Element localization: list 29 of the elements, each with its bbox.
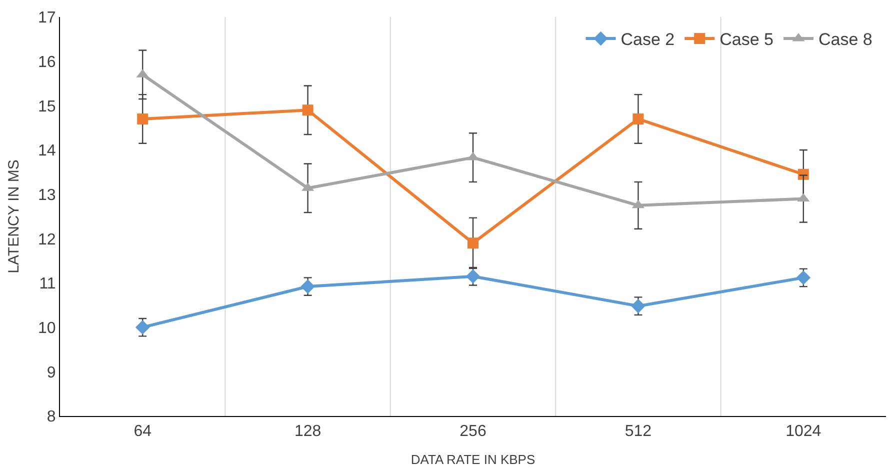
point (137, 113, 148, 124)
legend-label: Case 8 (818, 30, 872, 50)
point (631, 298, 646, 314)
y-tick-label: 11 (39, 276, 56, 293)
point (135, 320, 150, 334)
point (300, 279, 315, 294)
y-tick-label: 10 (38, 320, 56, 337)
y-tick-label: 13 (38, 186, 56, 204)
y-tick-label: 17 (38, 10, 56, 27)
x-tick-label: 256 (460, 423, 486, 440)
legend-label: Case 5 (720, 30, 774, 50)
point (468, 238, 478, 249)
y-axis-title: LATENCY IN MS (5, 160, 22, 274)
y-tick-label: 9 (46, 364, 56, 382)
x-tick-label: 512 (624, 423, 652, 440)
x-tick-label: 1024 (786, 423, 822, 440)
legend-label: Case 2 (620, 30, 675, 50)
point (466, 269, 480, 284)
x-tick-label: 128 (294, 423, 322, 440)
y-tick-label: 16 (38, 54, 56, 71)
y-tick-label: 14 (38, 142, 56, 160)
point (302, 104, 314, 116)
y-tick-label: 12 (38, 231, 56, 248)
y-tick-label: 15 (38, 98, 56, 116)
x-axis-title: DATA RATE IN KBPS (410, 452, 536, 467)
point (796, 270, 811, 285)
point (632, 113, 644, 124)
y-tick-label: 8 (46, 408, 56, 426)
x-tick-label: 64 (134, 423, 152, 440)
